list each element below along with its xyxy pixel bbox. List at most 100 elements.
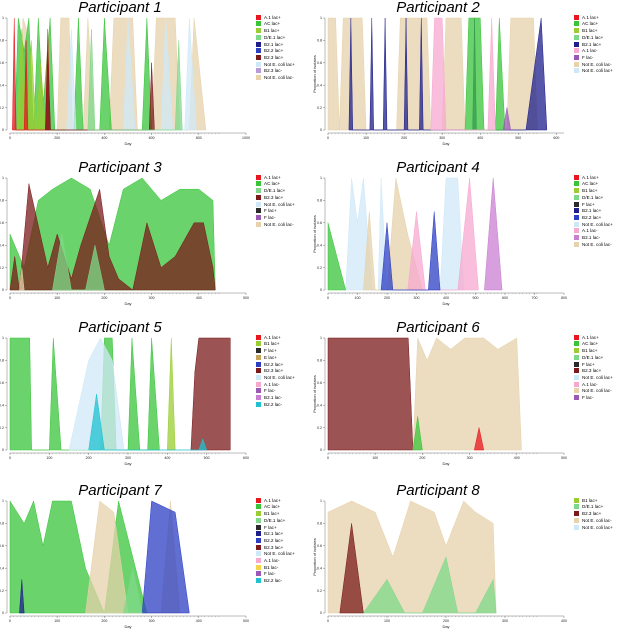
- legend-label: B1 lac+: [582, 188, 598, 194]
- y-tick-label: 0.8: [0, 39, 4, 43]
- legend-swatch: [256, 221, 261, 227]
- y-tick-label: 0.4: [0, 83, 4, 87]
- y-tick-label: 0.4: [317, 566, 322, 570]
- legend: A.1 lac+ B1 lac+ F lac+ E lac+ B2.2 lac+ B2.3…: [256, 334, 316, 408]
- legend-label: Not E. coli lac-: [264, 74, 294, 80]
- legend-item: B2.3 lac+: [256, 544, 316, 551]
- plot-area: 0 100 200 300 400 500 600 700 800 0 0.2 0.4 0.6 0.8 1 D…: [312, 176, 567, 306]
- legend-item: B1 lac+: [574, 27, 620, 34]
- legend-label: B2.3 lac+: [582, 511, 602, 517]
- legend-swatch: [256, 557, 261, 563]
- legend-swatch: [574, 61, 579, 67]
- y-tick-label: 0: [320, 288, 322, 292]
- legend-label: B2.3 lac+: [264, 54, 284, 60]
- legend-label: F lac+: [264, 348, 277, 354]
- legend-item: AC lac+: [574, 21, 620, 28]
- legend-item: B2.1 lac+: [256, 41, 316, 48]
- y-tick-label: 0: [2, 128, 4, 132]
- legend-swatch: [574, 188, 579, 194]
- y-tick-label: 1: [2, 16, 4, 20]
- legend-label: F lac-: [264, 214, 276, 220]
- legend-swatch: [574, 68, 579, 74]
- legend-label: B2.1 lac+: [582, 41, 602, 47]
- plot-area: 0 100 200 300 400 0 0.2 0.4 0.6 0.8 1 Day Proportion…: [312, 499, 567, 629]
- legend-label: F lac-: [264, 571, 276, 577]
- legend-label: Not E. coli lac+: [264, 201, 295, 207]
- legend-label: Not E. coli lac+: [582, 221, 613, 227]
- legend-label: A.1 lac+: [264, 174, 281, 180]
- legend-swatch: [256, 401, 261, 407]
- legend-label: Not E. coli lac+: [264, 551, 295, 557]
- x-tick-label: 400: [514, 456, 520, 460]
- area-series-7: [87, 29, 183, 131]
- x-tick-label: 100: [355, 296, 361, 300]
- x-axis-label: Day: [442, 461, 449, 466]
- legend-item: B2.3 lac+: [574, 510, 620, 517]
- legend-item: Not E. coli lac-: [574, 517, 620, 524]
- chart-panel-5: Participant 5 0 100 200 300 400 500 600 0 0.2 0.4 0…: [0, 320, 304, 478]
- legend-item: B2.1 lac-: [574, 234, 620, 241]
- y-tick-label: 0: [320, 128, 322, 132]
- legend-label: AC lac+: [264, 181, 281, 187]
- x-tick-label: 200: [54, 136, 60, 140]
- area-series-5: [502, 107, 512, 131]
- legend-label: F lac+: [582, 361, 595, 367]
- legend-swatch: [574, 368, 579, 374]
- legend-item: F lac-: [256, 571, 316, 578]
- x-tick-label: 500: [243, 619, 249, 623]
- x-tick-label: 500: [515, 136, 521, 140]
- y-tick-label: 1: [2, 499, 4, 503]
- legend-swatch: [574, 181, 579, 187]
- x-axis-label: Day: [124, 624, 131, 629]
- area-series-1: [345, 177, 464, 291]
- legend-item: A.1 lac-: [574, 228, 620, 235]
- x-tick-label: 500: [473, 296, 479, 300]
- y-tick-label: 1: [320, 176, 322, 180]
- legend-swatch: [256, 504, 261, 510]
- legend-swatch: [256, 48, 261, 54]
- legend-swatch: [256, 194, 261, 200]
- legend-label: F lac-: [582, 54, 594, 60]
- legend-label: F lac-: [582, 394, 594, 400]
- legend-swatch: [256, 511, 261, 517]
- area-series-4: [407, 177, 479, 291]
- legend-item: B2.3 lac+: [574, 367, 620, 374]
- legend-swatch: [574, 348, 579, 354]
- legend-item: Not E. coli lac+: [256, 374, 316, 381]
- y-tick-label: 0.4: [317, 243, 322, 247]
- x-tick-label: 400: [101, 136, 107, 140]
- legend-item: B2.2 lac+: [256, 47, 316, 54]
- plot-area: 0200400600800100000.20.40.60.81DayPropor…: [0, 16, 250, 146]
- chart-title: Participant 7: [78, 482, 162, 499]
- legend-item: Not E. coli lac+: [256, 551, 316, 558]
- x-tick-label: 0: [327, 136, 329, 140]
- area-series-5: [19, 579, 25, 614]
- area-series-3: [52, 233, 105, 291]
- legend-item: F lac+: [574, 201, 620, 208]
- legend-label: B2.2 lac-: [264, 401, 283, 407]
- legend-label: D/E.1 lac+: [582, 504, 604, 510]
- legend-swatch: [256, 394, 261, 400]
- y-tick-label: 0: [2, 611, 4, 615]
- legend-label: Not E. coli lac+: [582, 374, 613, 380]
- chart-title: Participant 5: [78, 319, 162, 336]
- legend-swatch: [574, 241, 579, 247]
- legend-item: Not E. coli lac+: [574, 68, 620, 75]
- legend-item: B2.3 lac+: [256, 367, 316, 374]
- legend-item: B2.1 lac+: [256, 530, 316, 537]
- legend-label: Not E. coli lac-: [582, 388, 612, 394]
- legend-item: Not E. coli lac-: [256, 221, 316, 228]
- legend-label: Not E. coli lac+: [582, 68, 613, 74]
- y-tick-label: 0: [2, 448, 4, 452]
- x-tick-label: 500: [243, 296, 249, 300]
- x-tick-label: 800: [196, 136, 202, 140]
- x-tick-label: 0: [327, 456, 329, 460]
- x-tick-label: 0: [9, 296, 11, 300]
- legend-swatch: [256, 571, 261, 577]
- y-tick-label: 0.2: [0, 266, 4, 270]
- y-tick-label: 0: [320, 611, 322, 615]
- legend-label: B1 lac+: [264, 341, 280, 347]
- area-series-4: [167, 337, 176, 451]
- y-tick-label: 0.8: [317, 359, 322, 363]
- legend: A.1 lac+ AC lac+ B1 lac+ D/E.1 lac+ B2.1 lac…: [574, 14, 620, 74]
